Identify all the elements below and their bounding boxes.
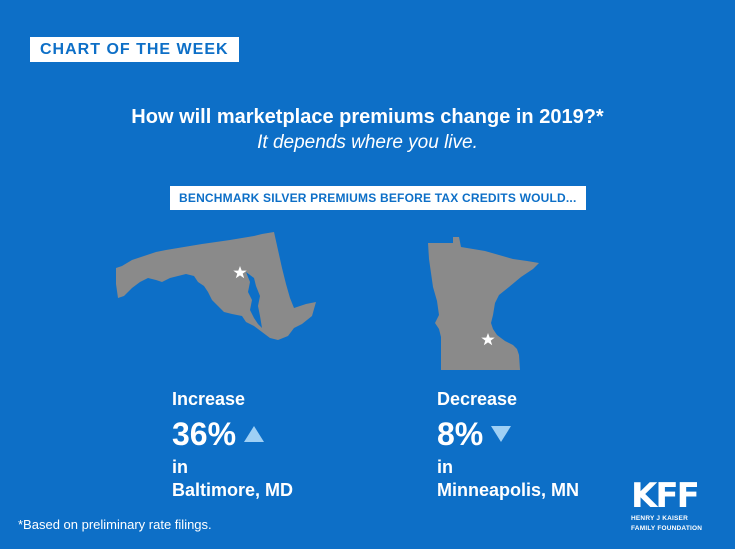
direction-label: Decrease: [437, 389, 518, 409]
benchmark-label: BENCHMARK SILVER PREMIUMS BEFORE TAX CRE…: [170, 186, 586, 210]
down-triangle-icon: [491, 426, 512, 442]
minnesota-shape: [428, 237, 539, 370]
minneapolis-star-icon: [481, 333, 495, 346]
logo-mark: KFF: [631, 476, 700, 516]
logo-line-1: HENRY J KAISER: [631, 515, 688, 522]
direction-label: Increase: [172, 389, 246, 409]
percent-change: 8%: [437, 416, 484, 452]
headline-question: How will marketplace premiums change in …: [131, 106, 604, 128]
logo-line-2: FAMILY FOUNDATION: [631, 525, 703, 532]
place-label: Minneapolis, MN: [437, 480, 580, 500]
baltimore-star-icon: [233, 266, 247, 279]
result-baltimore: Increase 36% in Baltimore, MD: [172, 386, 293, 502]
up-triangle-icon: [244, 426, 265, 442]
chesapeake-bay: [246, 272, 262, 328]
in-label: in: [437, 457, 453, 477]
maryland-map: [116, 232, 316, 340]
kff-logo: KFF HENRY J KAISER FAMILY FOUNDATION: [631, 479, 731, 533]
minnesota-map: [428, 237, 539, 370]
result-minneapolis: Decrease 8% in Minneapolis, MN: [437, 386, 579, 502]
maryland-shape: [116, 232, 316, 340]
chart-of-the-week-tag: CHART OF THE WEEK: [30, 37, 239, 62]
percent-change: 36%: [172, 416, 237, 452]
in-label: in: [172, 457, 188, 477]
footnote: *Based on preliminary rate filings.: [18, 517, 212, 532]
place-label: Baltimore, MD: [172, 480, 294, 500]
headline-subtitle: It depends where you live.: [257, 132, 478, 153]
